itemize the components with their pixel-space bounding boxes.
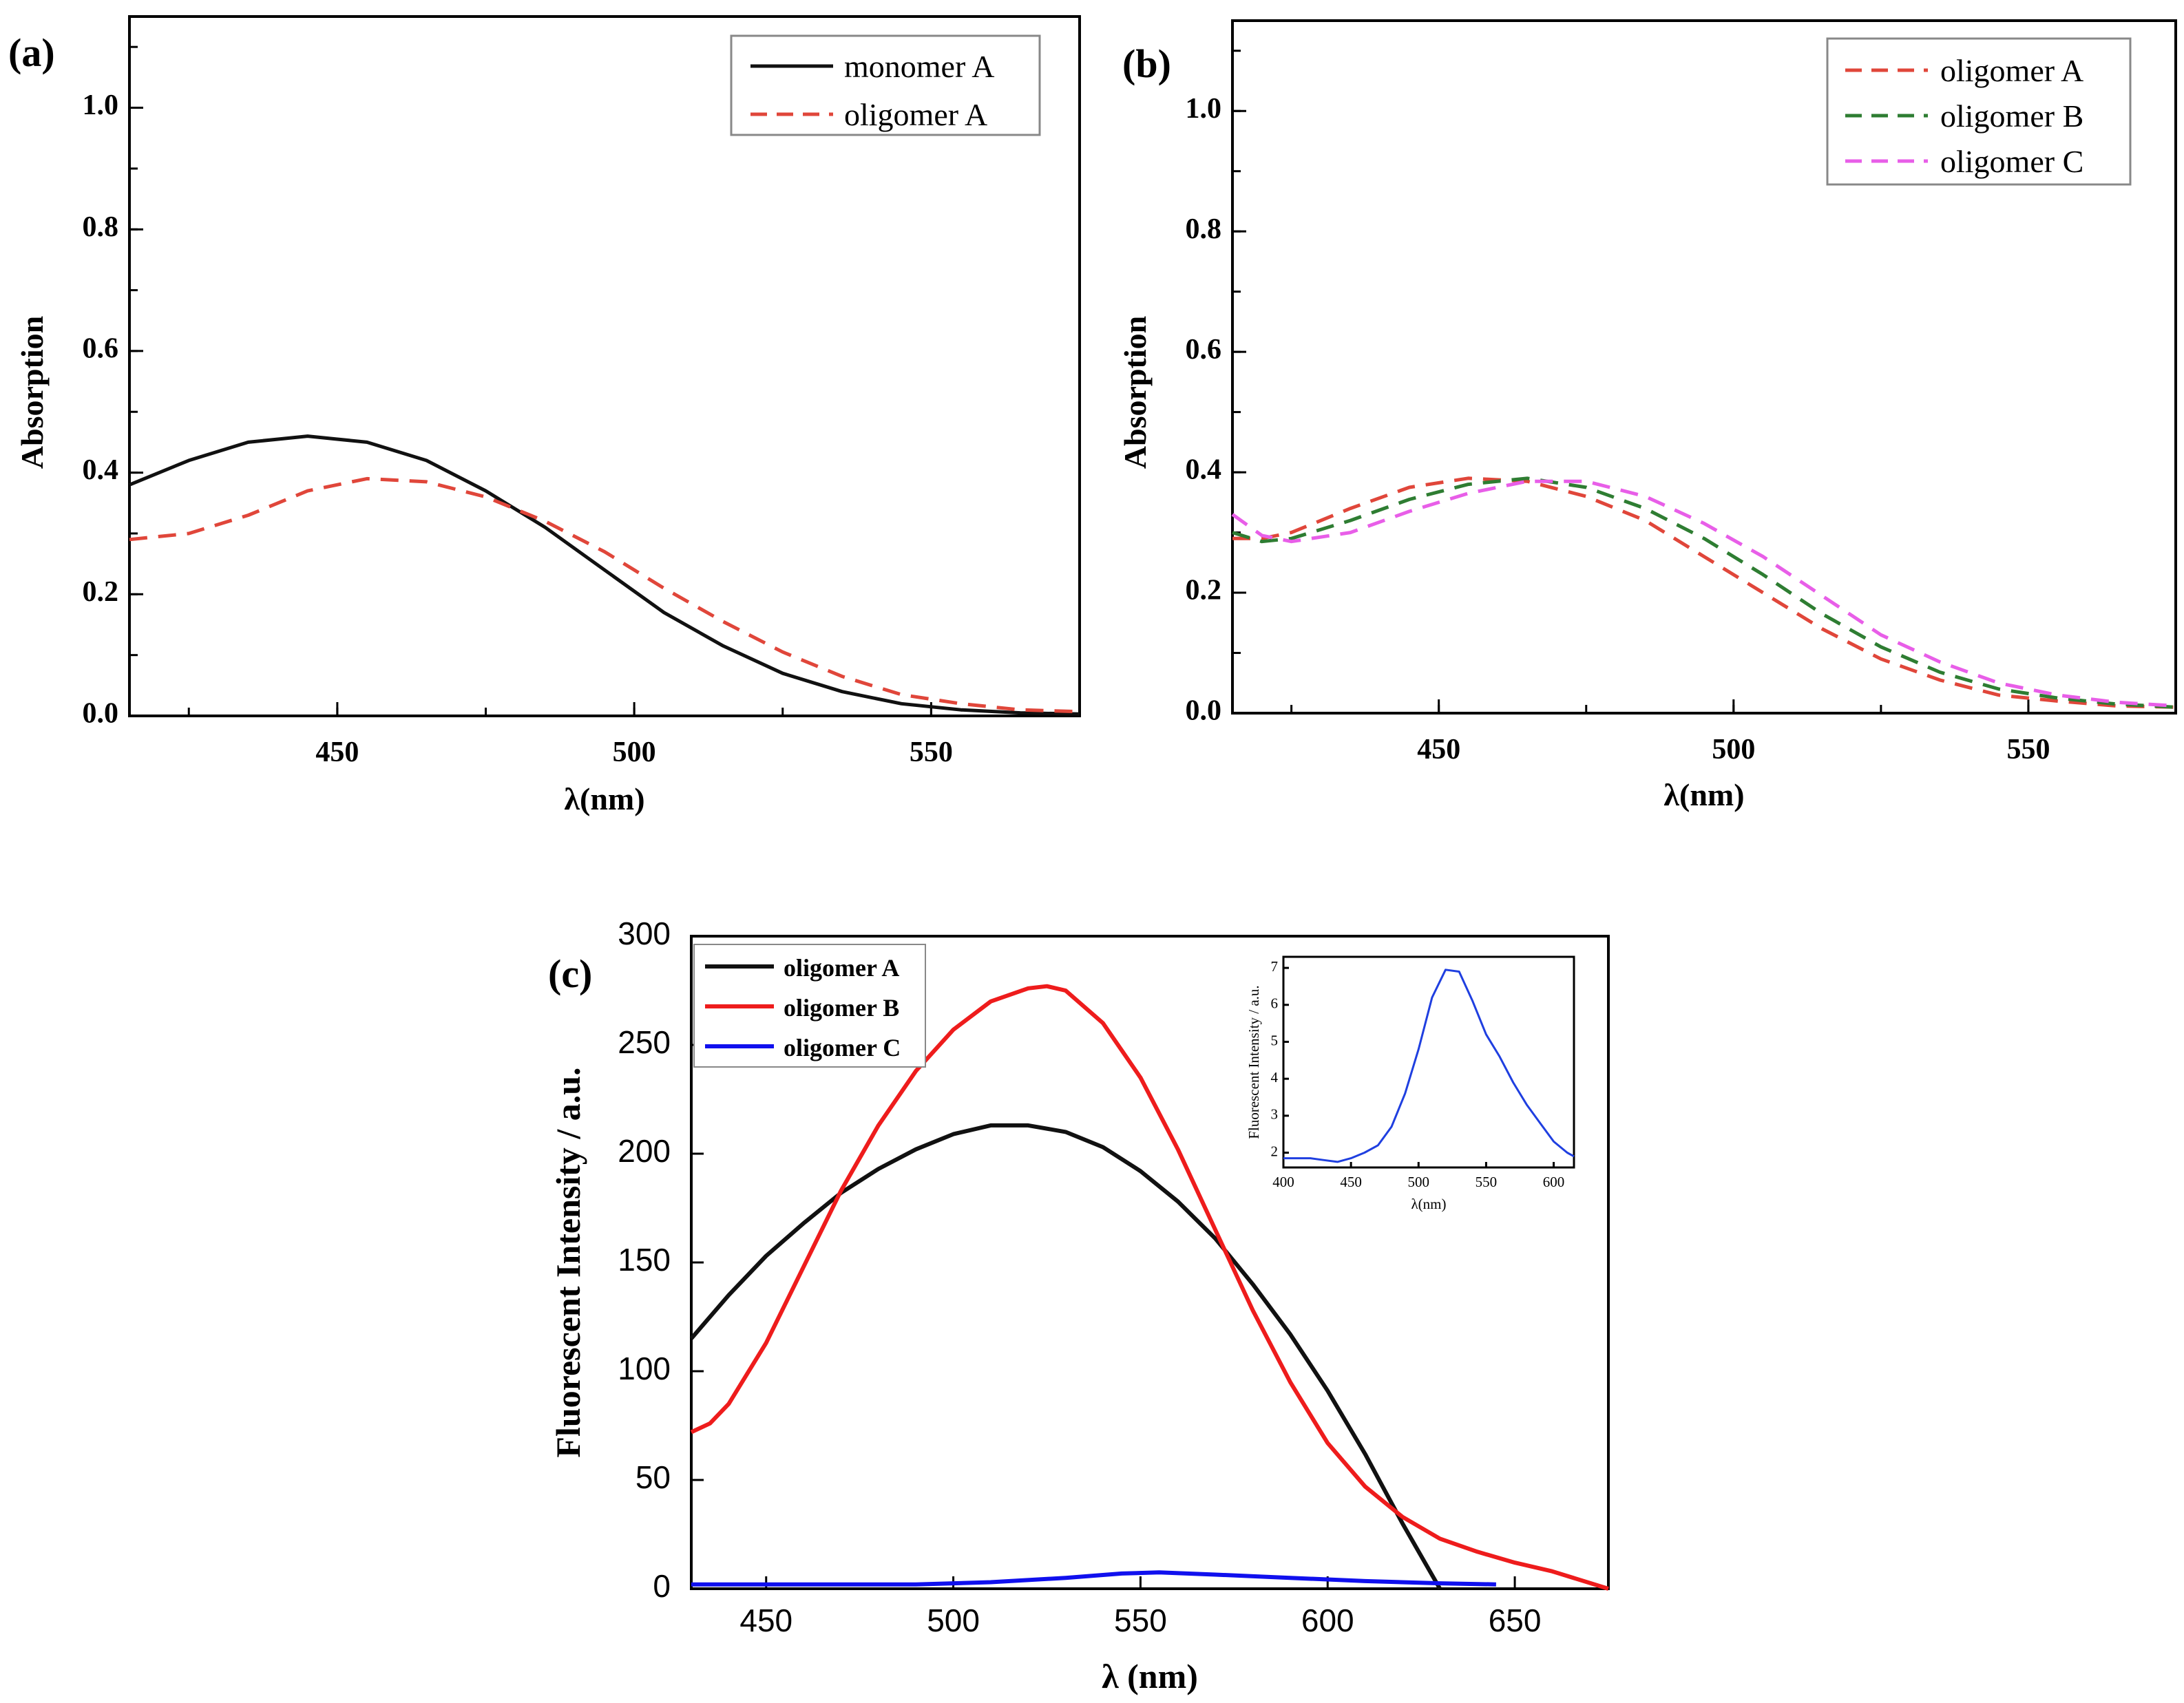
legend-label-oligomer-a-c: oligomer A bbox=[784, 954, 899, 982]
legend-c: oligomer A oligomer B oligomer C bbox=[693, 944, 926, 1068]
y-tick-label-c-250: 250 bbox=[618, 1024, 671, 1060]
series-line-c-oligomer-a bbox=[689, 1123, 1442, 1590]
x-tick-label-i-400: 400 bbox=[1272, 1174, 1294, 1190]
y-tick-label-i-5: 5 bbox=[1271, 1032, 1279, 1048]
y-tick-label-a-1: 1.0 bbox=[83, 89, 119, 121]
panel-b: (b) 450 500 550 0.0 0.2 0.4 0.6 0.8 1.0 λ(nm) Ab… bbox=[1117, 19, 2177, 812]
x-tick-label-i-450: 450 bbox=[1340, 1174, 1362, 1190]
y-tick-label-i-6: 6 bbox=[1271, 995, 1279, 1012]
plot-frame-a bbox=[128, 15, 1081, 717]
x-axis-label-a: λ(nm) bbox=[564, 781, 644, 816]
x-tick-label-c-600: 600 bbox=[1301, 1602, 1354, 1638]
legend-label-oligomer-b-c: oligomer B bbox=[784, 994, 899, 1022]
x-tick-label-b-550: 550 bbox=[2006, 734, 2050, 765]
x-axis-label-b: λ(nm) bbox=[1663, 777, 1744, 812]
panel-a: (a) 450 500 550 0.0 0.2 0.4 0.6 0.8 1.0 λ(nm) Ab… bbox=[8, 15, 1081, 816]
y-tick-label-c-200: 200 bbox=[618, 1133, 671, 1169]
y-tick-label-a-0-2: 0.2 bbox=[83, 576, 119, 608]
y-tick-label-i-3: 3 bbox=[1271, 1106, 1279, 1123]
series-line-a-oligomer-a bbox=[129, 476, 1080, 714]
x-tick-label-a-550: 550 bbox=[910, 737, 953, 768]
series-line-a-monomer-a bbox=[129, 434, 1080, 716]
x-tick-label-c-550: 550 bbox=[1114, 1602, 1167, 1638]
x-tick-label-i-500: 500 bbox=[1408, 1174, 1430, 1190]
x-tick-label-i-600: 600 bbox=[1543, 1174, 1565, 1190]
legend-label-oligomer-a-b: oligomer A bbox=[1940, 53, 2083, 88]
y-tick-label-b-0: 0.0 bbox=[1186, 695, 1222, 727]
x-tick-label-c-450: 450 bbox=[739, 1602, 792, 1638]
legend-a: monomer A oligomer A bbox=[730, 34, 1041, 136]
x-tick-label-a-500: 500 bbox=[613, 737, 656, 768]
legend-box-a bbox=[730, 34, 1041, 136]
x-tick-label-i-550: 550 bbox=[1476, 1174, 1498, 1190]
series-line-b-oligomer-c bbox=[1231, 479, 2176, 708]
y-tick-label-a-0-4: 0.4 bbox=[83, 454, 119, 486]
x-axis-label-c: λ (nm) bbox=[1102, 1657, 1198, 1695]
y-axis-label-b: Absorption bbox=[1117, 316, 1153, 469]
plot-frame-b bbox=[1231, 19, 2177, 715]
series-line-b-oligomer-a bbox=[1232, 476, 2176, 709]
legend-label-oligomer-a: oligomer A bbox=[844, 97, 987, 132]
y-tick-label-c-100: 100 bbox=[618, 1351, 671, 1386]
legend-label-oligomer-b-b: oligomer B bbox=[1940, 98, 2083, 134]
y-tick-label-c-150: 150 bbox=[618, 1242, 671, 1278]
y-tick-label-i-4: 4 bbox=[1271, 1069, 1279, 1086]
y-tick-label-a-0-8: 0.8 bbox=[83, 211, 119, 243]
y-tick-label-b-0-6: 0.6 bbox=[1186, 334, 1222, 366]
y-tick-label-a-0: 0.0 bbox=[83, 698, 119, 730]
panel-b-label: (b) bbox=[1122, 41, 1171, 86]
panel-c-label: (c) bbox=[548, 951, 592, 996]
inset-y-axis-label: Fluorescent Intensity / a.u. bbox=[1246, 985, 1262, 1139]
legend-label-oligomer-c-b: oligomer C bbox=[1940, 144, 2083, 179]
x-tick-label-b-450: 450 bbox=[1417, 734, 1460, 765]
series-line-b-oligomer-b bbox=[1232, 476, 2176, 709]
y-tick-label-b-1: 1.0 bbox=[1186, 93, 1222, 125]
y-tick-label-c-0: 0 bbox=[653, 1568, 671, 1604]
x-tick-label-b-500: 500 bbox=[1712, 734, 1755, 765]
y-tick-label-b-0-4: 0.4 bbox=[1186, 454, 1222, 486]
legend-label-oligomer-c-c: oligomer C bbox=[784, 1034, 901, 1061]
x-tick-label-c-650: 650 bbox=[1489, 1602, 1542, 1638]
y-tick-label-c-300: 300 bbox=[618, 916, 671, 951]
y-tick-label-a-0-6: 0.6 bbox=[83, 333, 119, 365]
panel-a-label: (a) bbox=[8, 30, 55, 75]
y-tick-label-b-0-2: 0.2 bbox=[1186, 575, 1222, 606]
x-tick-label-a-450: 450 bbox=[315, 737, 359, 768]
y-tick-label-b-0-8: 0.8 bbox=[1186, 213, 1222, 245]
legend-b: oligomer A oligomer B oligomer C bbox=[1826, 37, 2132, 186]
series-line-i-oligomer-c bbox=[1283, 969, 1575, 1163]
y-tick-label-i-7: 7 bbox=[1271, 958, 1279, 975]
y-axis-label-a: Absorption bbox=[14, 316, 50, 469]
inset-x-axis-label: λ(nm) bbox=[1411, 1196, 1446, 1212]
legend-label-monomer-a: monomer A bbox=[844, 49, 994, 84]
x-tick-label-c-500: 500 bbox=[927, 1602, 980, 1638]
y-tick-label-i-2: 2 bbox=[1271, 1143, 1279, 1159]
y-tick-label-c-50: 50 bbox=[636, 1459, 671, 1495]
inset-chart: 400 450 500 550 600 2 3 4 5 6 7 λ(nm) Fluorescent … bbox=[1246, 955, 1575, 1212]
y-axis-label-c: Fluorescent Intensity / a.u. bbox=[549, 1067, 587, 1457]
series-line-c-oligomer-b bbox=[690, 984, 1609, 1591]
inset-frame bbox=[1282, 955, 1575, 1169]
series-line-c-oligomer-c bbox=[691, 1570, 1496, 1587]
